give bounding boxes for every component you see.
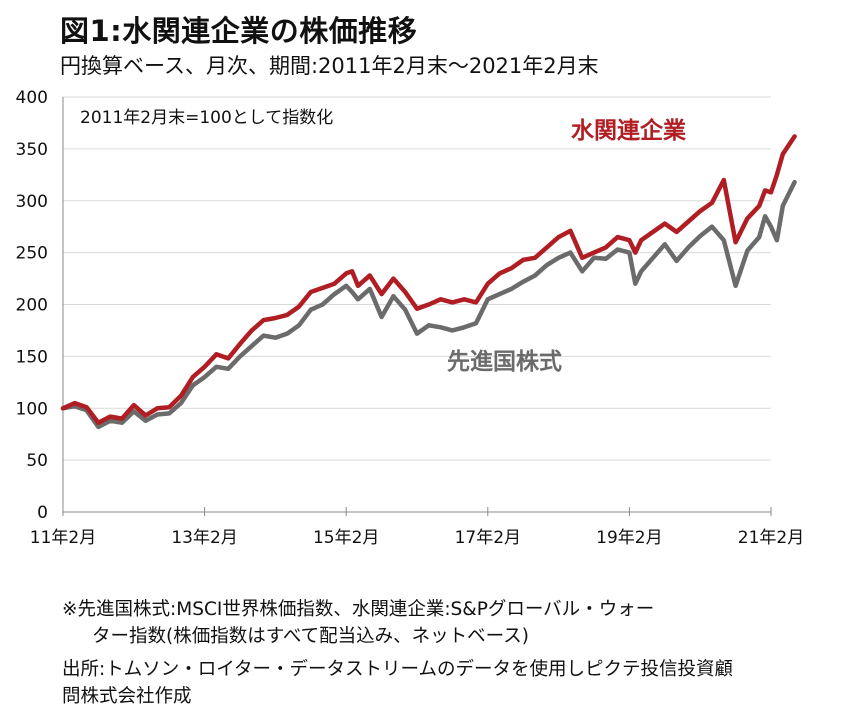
y-tick-label: 50: [26, 451, 48, 471]
y-tick-label: 200: [16, 296, 48, 316]
series-label-developed: 先進国株式: [447, 349, 562, 375]
y-tick-label: 350: [16, 140, 48, 160]
series-line: [60, 179, 797, 430]
x-axis-ticks: 11年2月 13年2月 15年2月 17年2月 19年2月 21年2月: [30, 507, 804, 548]
x-tick-label: 11年2月: [30, 528, 96, 548]
y-tick-label: 150: [16, 347, 48, 367]
x-tick-label: 15年2月: [313, 528, 379, 548]
chart-title: 図1:水関連企業の株価推移: [60, 14, 418, 48]
x-tick-label: 17年2月: [455, 528, 521, 548]
source-line-2: 問株式会社作成: [62, 686, 192, 707]
x-tick-label: 13年2月: [171, 528, 237, 548]
x-tick-label: 21年2月: [738, 528, 804, 548]
y-tick-label: 400: [16, 88, 48, 108]
y-tick-label: 100: [16, 399, 48, 419]
series-label-water: 水関連企業: [571, 117, 687, 144]
footnote-line-2: ター指数(株価指数はすべて配当込み、ネットベース): [92, 626, 529, 647]
line-chart: 0 50 100 150 200 250 300 350 400 11年2月 13年2月 15年2月…: [16, 88, 805, 548]
series-line: [60, 134, 797, 426]
y-axis-ticks: 0 50 100 150 200 250 300 350 400: [16, 88, 48, 523]
chart-subtitle: 円換算ベース、月次、期間:2011年2月末～2021年2月末: [60, 54, 599, 78]
index-note: 2011年2月末=100として指数化: [80, 108, 333, 128]
source-line-1: 出所:トムソン・ロイター・データストリームのデータを使用しピクテ投信投資顧: [62, 659, 733, 680]
y-tick-label: 0: [37, 503, 48, 523]
series-lines: [60, 134, 797, 430]
y-tick-label: 300: [16, 192, 48, 212]
gridlines: [62, 96, 771, 513]
footnote-line-1: ※先進国株式:MSCI世界株価指数、水関連企業:S&Pグローバル・ウォー: [62, 599, 655, 620]
y-tick-label: 250: [16, 244, 48, 264]
x-tick-label: 19年2月: [596, 528, 662, 548]
